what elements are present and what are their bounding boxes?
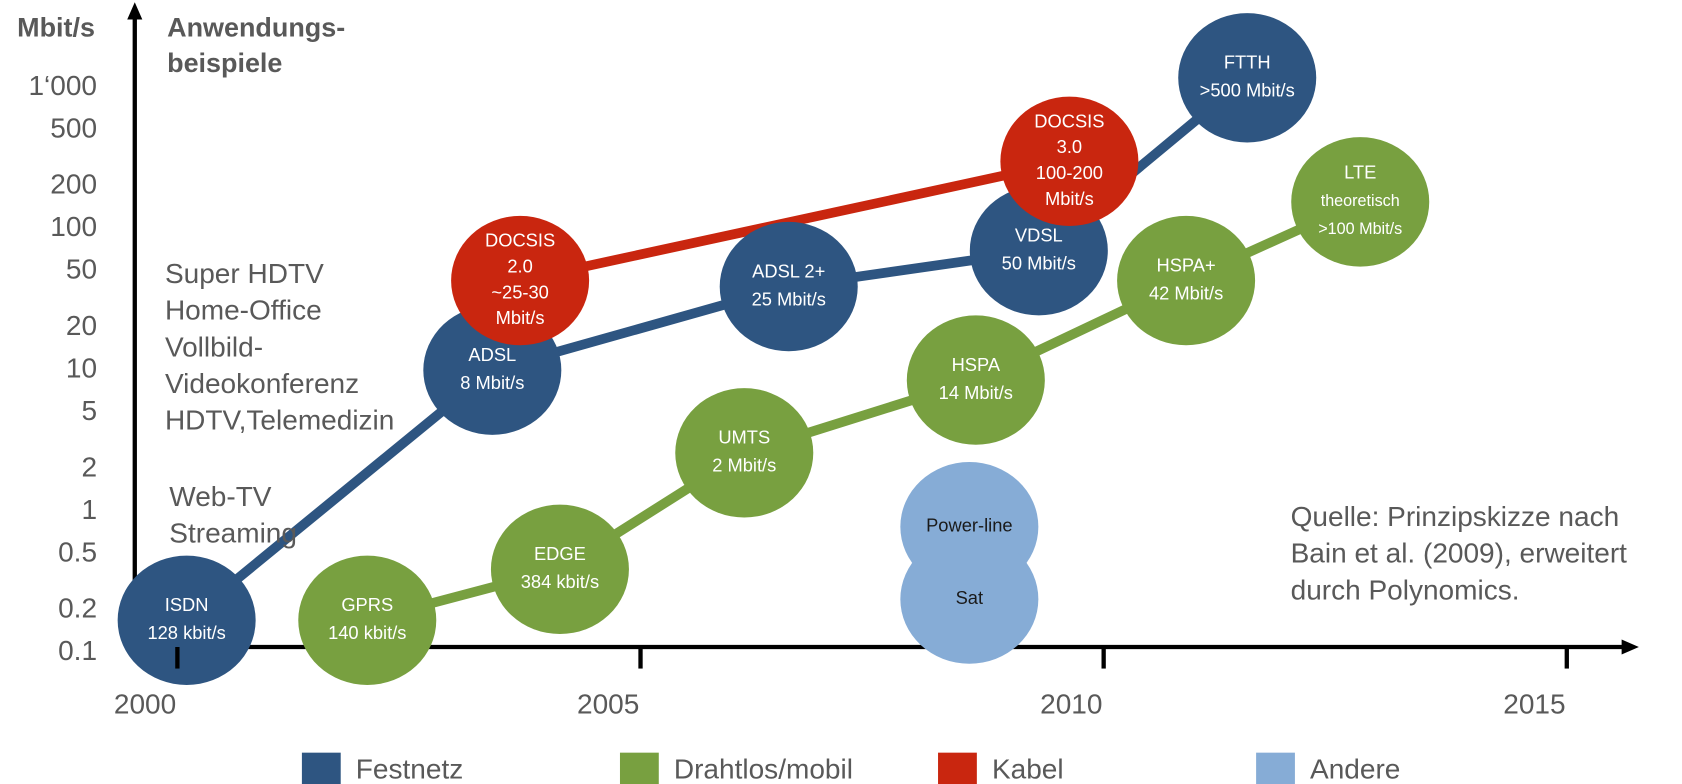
bubble-label: ADSL [468, 344, 516, 365]
y-tick-label: 1 [81, 494, 97, 525]
x-tick-label: 2010 [1040, 689, 1102, 720]
source-note: durch Polynomics. [1291, 574, 1520, 605]
y-unit: Mbit/s [17, 12, 95, 42]
y-tick-label: 0.5 [58, 536, 97, 567]
bubble-label: DOCSIS [485, 230, 555, 251]
bubble-label: LTE [1344, 162, 1376, 183]
y-tick-label: 20 [66, 310, 97, 341]
legend-label: Kabel [992, 753, 1064, 784]
y-tick-label: 200 [50, 169, 97, 200]
application-label: Home-Office [165, 295, 322, 326]
bubble-label: UMTS [718, 427, 770, 448]
bubble-label: 100-200 [1036, 162, 1103, 183]
bubble-label: 42 Mbit/s [1149, 282, 1223, 303]
bubble-label: 2 Mbit/s [712, 455, 776, 476]
bubble-label: ISDN [165, 594, 209, 615]
bubble-label: EDGE [534, 543, 586, 564]
bubble [719, 221, 858, 352]
application-label: Super HDTV [165, 258, 324, 289]
legend-label: Andere [1310, 753, 1400, 784]
bubble-label: 25 Mbit/s [752, 288, 826, 309]
bubble [451, 215, 590, 346]
application-label: Web-TV [169, 481, 272, 512]
bubble-label: Mbit/s [496, 307, 545, 328]
bubble-label: GPRS [341, 594, 393, 615]
bubble [900, 534, 1039, 664]
bubble-label: Power-line [926, 515, 1013, 536]
y-tick-label: 2 [81, 451, 97, 482]
y-tick-label: 5 [81, 395, 97, 426]
source-note: Quelle: Prinzipskizze nach [1291, 501, 1620, 532]
bubble-label: 140 kbit/s [328, 622, 406, 643]
legend-label: Drahtlos/mobil [674, 753, 853, 784]
application-label: Videokonferenz [165, 368, 359, 399]
x-tick-label: 2005 [577, 689, 639, 720]
bubble-label: >100 Mbit/s [1318, 220, 1402, 238]
bubble-label: 50 Mbit/s [1002, 253, 1076, 274]
legend-label: Festnetz [356, 753, 463, 784]
bubble-label: ~25-30 [491, 281, 549, 302]
y-tick-label: 0.2 [58, 593, 97, 624]
bubble-label: Mbit/s [1045, 188, 1094, 209]
x-tick-label: 2015 [1503, 689, 1565, 720]
bubble-label: HSPA+ [1156, 254, 1215, 275]
y-tick-label: 0.1 [58, 635, 97, 666]
bubble-label: >500 Mbit/s [1200, 80, 1295, 101]
bubble-label: 2.0 [507, 255, 532, 276]
y-tick-label: 10 [66, 353, 97, 384]
y-tick-label: 100 [50, 211, 97, 242]
application-label: HDTV,Telemedizin [165, 405, 394, 436]
bubble-label: ADSL 2+ [752, 260, 825, 281]
y-tick-label: 1‘000 [28, 70, 97, 101]
bubble [117, 555, 256, 685]
bubble-label: 14 Mbit/s [939, 382, 1013, 403]
source-note: Bain et al. (2009), erweitert [1291, 538, 1628, 569]
y-caption: Anwendungs- [167, 12, 345, 42]
y-arrow [127, 2, 143, 20]
bubble [1000, 96, 1139, 227]
bubble [490, 504, 629, 634]
x-tick-label: 2000 [114, 689, 176, 720]
y-caption: beispiele [167, 48, 282, 78]
bubble-label: Sat [956, 587, 984, 608]
bubble [1178, 13, 1317, 143]
bubble-label: FTTH [1224, 52, 1271, 73]
bubble-label: 3.0 [1057, 136, 1082, 157]
bubble-label: HSPA [952, 354, 1001, 375]
legend-swatch [1256, 752, 1295, 784]
bubble-label: theoretisch [1321, 192, 1400, 210]
legend-swatch [938, 752, 977, 784]
bubble-label: DOCSIS [1034, 110, 1104, 131]
bubble-label: 8 Mbit/s [460, 372, 524, 393]
x-arrow [1621, 639, 1639, 655]
bubble [675, 388, 814, 518]
bubble-label: 384 kbit/s [521, 571, 599, 592]
bubble-label: 128 kbit/s [147, 622, 225, 643]
series-line [519, 156, 1071, 286]
bubble [1117, 215, 1256, 346]
y-tick-label: 500 [50, 112, 97, 143]
y-tick-label: 50 [66, 254, 97, 285]
legend-swatch [301, 752, 341, 784]
application-label: Streaming [169, 518, 297, 549]
bubble [298, 555, 437, 685]
bubble [906, 315, 1045, 445]
legend-swatch [619, 752, 659, 784]
bubble [1291, 137, 1430, 267]
bubble-label: VDSL [1015, 225, 1063, 246]
application-label: Vollbild- [165, 331, 263, 362]
